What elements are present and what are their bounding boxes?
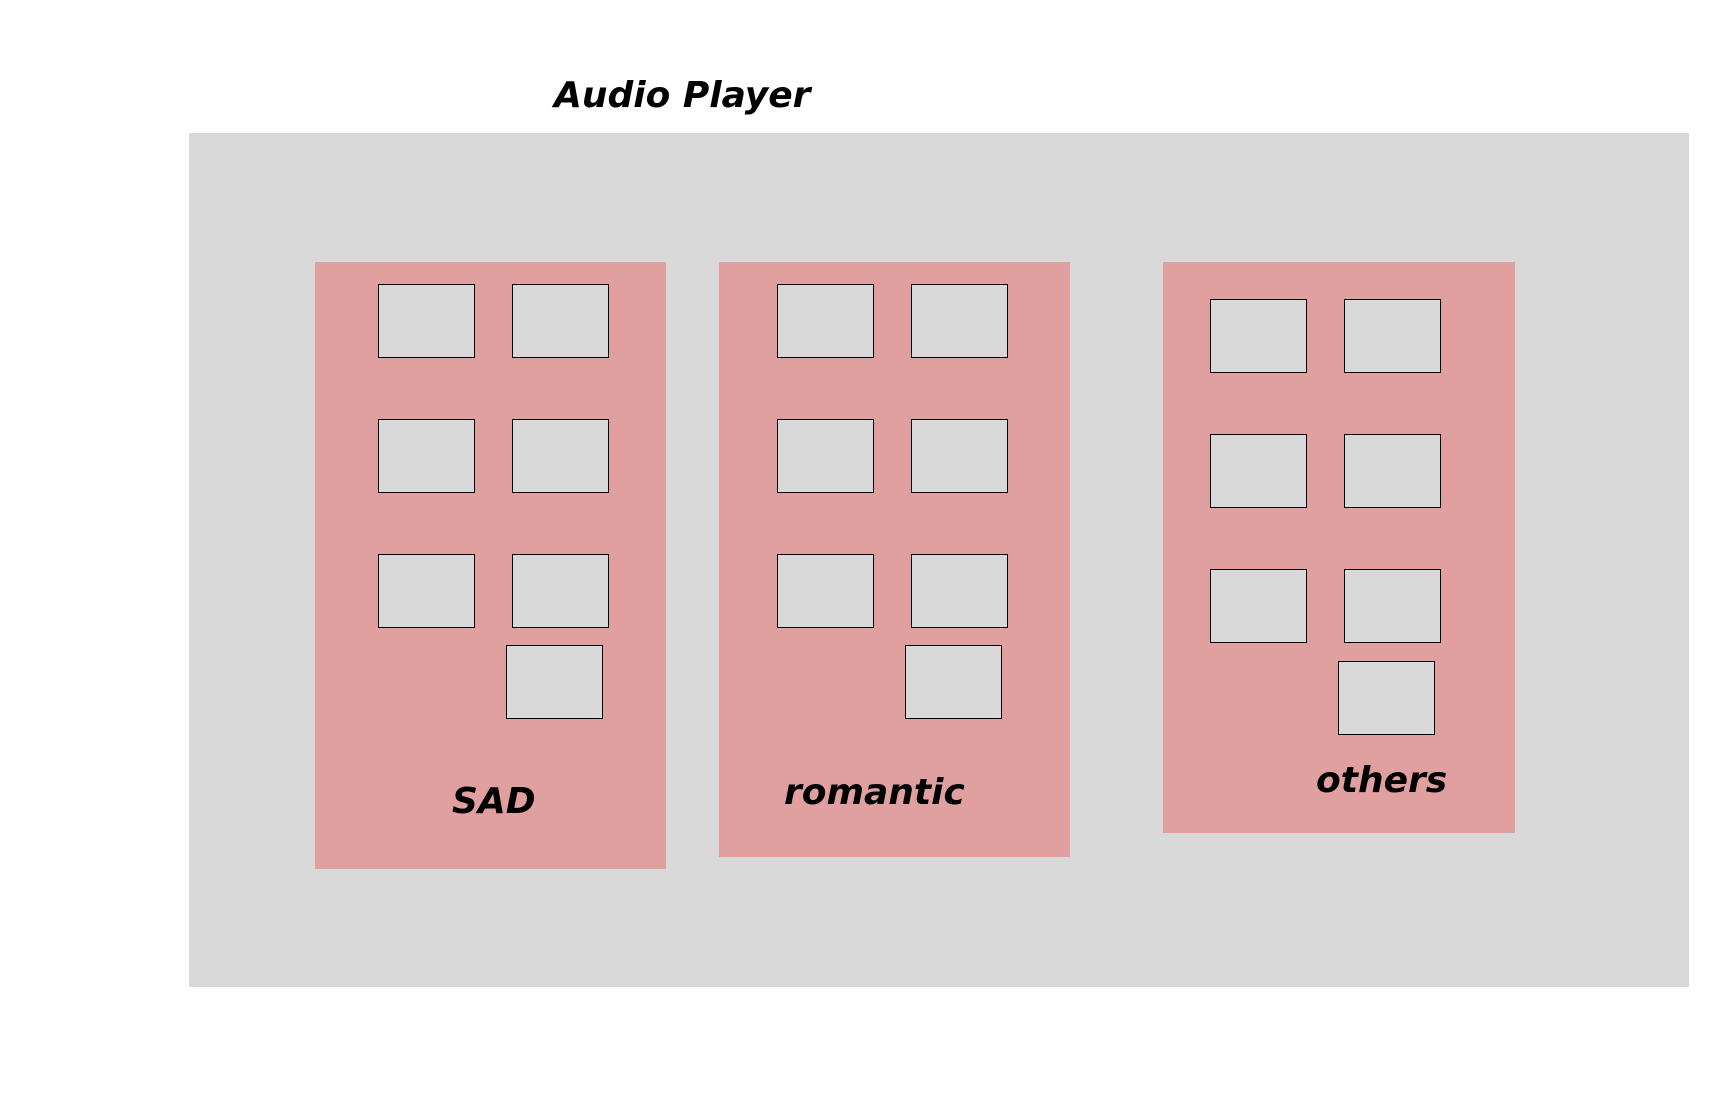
track-tile[interactable] [911, 554, 1008, 628]
track-tile[interactable] [1210, 569, 1307, 643]
track-tile[interactable] [1210, 299, 1307, 373]
category-label-romantic: romantic [784, 772, 965, 813]
track-tile[interactable] [1338, 661, 1435, 735]
track-tile[interactable] [512, 419, 609, 493]
category-panel-romantic: romantic [719, 262, 1070, 857]
track-tile[interactable] [1344, 299, 1441, 373]
track-tile[interactable] [911, 419, 1008, 493]
category-label-others: others [1316, 760, 1448, 801]
track-tile[interactable] [378, 554, 475, 628]
track-tile[interactable] [1210, 434, 1307, 508]
track-tile[interactable] [1344, 434, 1441, 508]
track-tile[interactable] [378, 419, 475, 493]
track-tile[interactable] [777, 419, 874, 493]
track-tile[interactable] [777, 284, 874, 358]
category-label-sad: SAD [452, 781, 536, 822]
track-tile[interactable] [777, 554, 874, 628]
category-panel-others: others [1163, 262, 1515, 833]
track-tile[interactable] [905, 645, 1002, 719]
app-title: Audio Player [554, 75, 811, 116]
track-tile[interactable] [1344, 569, 1441, 643]
track-tile[interactable] [512, 284, 609, 358]
track-tile[interactable] [512, 554, 609, 628]
track-tile[interactable] [378, 284, 475, 358]
category-panel-sad: SAD [315, 262, 666, 869]
track-tile[interactable] [506, 645, 603, 719]
track-tile[interactable] [911, 284, 1008, 358]
